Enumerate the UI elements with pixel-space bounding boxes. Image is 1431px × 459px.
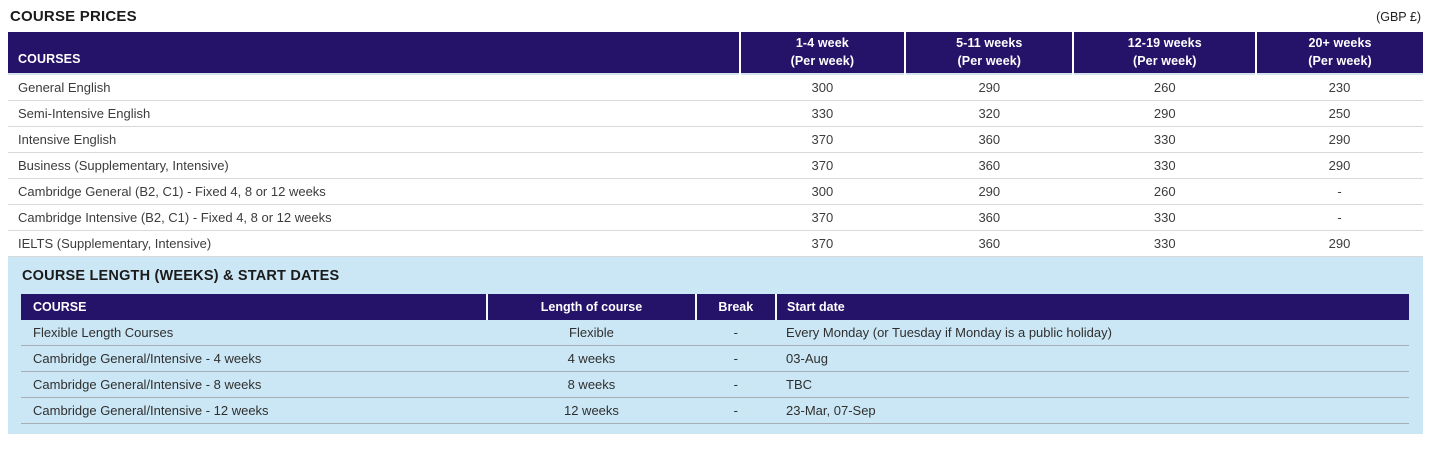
price-cell: 290 (1256, 230, 1423, 257)
column-header-courses: COURSES (8, 32, 740, 74)
table-row: Cambridge Intensive (B2, C1) - Fixed 4, … (8, 204, 1423, 231)
price-cell: 300 (739, 178, 906, 205)
course-name: Cambridge General/Intensive - 4 weeks (21, 345, 488, 372)
course-prices-page: COURSE PRICES (GBP £) COURSES 1-4 week (… (8, 0, 1423, 441)
price-cell: 360 (905, 126, 1074, 153)
price-cell: - (1256, 204, 1423, 231)
column-header-course: COURSE (21, 293, 488, 320)
column-header-line1: 12-19 weeks (1127, 36, 1202, 50)
break-cell: - (695, 345, 777, 372)
course-name: Semi-Intensive English (8, 100, 740, 127)
column-header-start-date: Start date (775, 293, 1409, 320)
price-cell: 320 (905, 100, 1074, 127)
table-row: Cambridge General/Intensive - 4 weeks 4 … (21, 345, 1409, 372)
course-name: Business (Supplementary, Intensive) (8, 152, 740, 179)
course-length-table: COURSE Length of course Break Start date… (21, 293, 1409, 424)
price-cell: - (1256, 178, 1423, 205)
price-cell: 290 (1256, 126, 1423, 153)
table-row: IELTS (Supplementary, Intensive) 370 360… (8, 230, 1423, 257)
price-cell: 260 (1073, 74, 1257, 101)
column-header-line2: (Per week) (790, 53, 855, 68)
course-name: Cambridge General/Intensive - 12 weeks (21, 397, 488, 424)
price-cell: 370 (739, 204, 906, 231)
course-name: General English (8, 74, 740, 101)
table-row: General English 300 290 260 230 (8, 74, 1423, 101)
course-name: Intensive English (8, 126, 740, 153)
column-header-break: Break (694, 293, 777, 320)
price-cell: 290 (905, 74, 1074, 101)
course-name: Cambridge General (B2, C1) - Fixed 4, 8 … (8, 178, 740, 205)
price-cell: 330 (1073, 126, 1257, 153)
table-row: Flexible Length Courses Flexible - Every… (21, 319, 1409, 346)
price-cell: 360 (905, 230, 1074, 257)
table-row: Cambridge General/Intensive - 8 weeks 8 … (21, 371, 1409, 398)
prices-header-row: COURSES 1-4 week (Per week) 5-11 weeks (… (8, 32, 1423, 74)
break-cell: - (695, 397, 777, 424)
price-cell: 230 (1256, 74, 1423, 101)
length-cell: Flexible (487, 319, 696, 346)
column-header-1-4-week: 1-4 week (Per week) (738, 32, 906, 74)
column-header-line2: (Per week) (1308, 53, 1372, 68)
currency-note: (GBP £) (1376, 9, 1421, 24)
price-cell: 290 (1256, 152, 1423, 179)
column-header-5-11-weeks: 5-11 weeks (Per week) (904, 32, 1074, 74)
course-name: IELTS (Supplementary, Intensive) (8, 230, 740, 257)
break-cell: - (695, 319, 777, 346)
column-header-line1: 20+ weeks (1308, 36, 1372, 50)
course-name: Flexible Length Courses (21, 319, 488, 346)
title-row: COURSE PRICES (GBP £) (8, 0, 1423, 32)
table-row: Business (Supplementary, Intensive) 370 … (8, 152, 1423, 179)
length-cell: 12 weeks (487, 397, 696, 424)
price-cell: 330 (739, 100, 906, 127)
start-date-cell: 23-Mar, 07-Sep (776, 397, 1409, 424)
price-cell: 290 (905, 178, 1074, 205)
price-cell: 330 (1073, 230, 1257, 257)
price-cell: 250 (1256, 100, 1423, 127)
course-name: Cambridge Intensive (B2, C1) - Fixed 4, … (8, 204, 740, 231)
schedule-header-row: COURSE Length of course Break Start date (21, 293, 1409, 320)
price-cell: 370 (739, 230, 906, 257)
column-header-12-19-weeks: 12-19 weeks (Per week) (1072, 32, 1257, 74)
price-cell: 330 (1073, 152, 1257, 179)
length-cell: 4 weeks (487, 345, 696, 372)
price-cell: 370 (739, 152, 906, 179)
price-cell: 300 (739, 74, 906, 101)
course-name: Cambridge General/Intensive - 8 weeks (21, 371, 488, 398)
price-cell: 290 (1073, 100, 1257, 127)
start-date-cell: 03-Aug (776, 345, 1409, 372)
course-length-panel: COURSE LENGTH (WEEKS) & START DATES COUR… (8, 256, 1423, 434)
start-date-cell: Every Monday (or Tuesday if Monday is a … (776, 319, 1409, 346)
table-row: Cambridge General/Intensive - 12 weeks 1… (21, 397, 1409, 424)
price-cell: 330 (1073, 204, 1257, 231)
table-row: Semi-Intensive English 330 320 290 250 (8, 100, 1423, 127)
column-header-line1: 5-11 weeks (956, 36, 1023, 50)
section-title: COURSE LENGTH (WEEKS) & START DATES (22, 267, 340, 284)
price-cell: 360 (905, 204, 1074, 231)
table-row: Cambridge General (B2, C1) - Fixed 4, 8 … (8, 178, 1423, 205)
price-cell: 370 (739, 126, 906, 153)
price-cell: 260 (1073, 178, 1257, 205)
column-header-length: Length of course (486, 293, 696, 320)
price-cell: 360 (905, 152, 1074, 179)
start-date-cell: TBC (776, 371, 1409, 398)
column-header-line2: (Per week) (957, 53, 1022, 68)
page-title: COURSE PRICES (10, 8, 137, 25)
length-cell: 8 weeks (487, 371, 696, 398)
column-header-line2: (Per week) (1132, 53, 1197, 68)
bottom-spacer (8, 434, 1423, 441)
column-header-20-plus-weeks: 20+ weeks (Per week) (1255, 32, 1423, 74)
course-prices-table: COURSES 1-4 week (Per week) 5-11 weeks (… (8, 32, 1423, 257)
table-row: Intensive English 370 360 330 290 (8, 126, 1423, 153)
break-cell: - (695, 371, 777, 398)
column-header-line1: 1-4 week (795, 36, 849, 50)
